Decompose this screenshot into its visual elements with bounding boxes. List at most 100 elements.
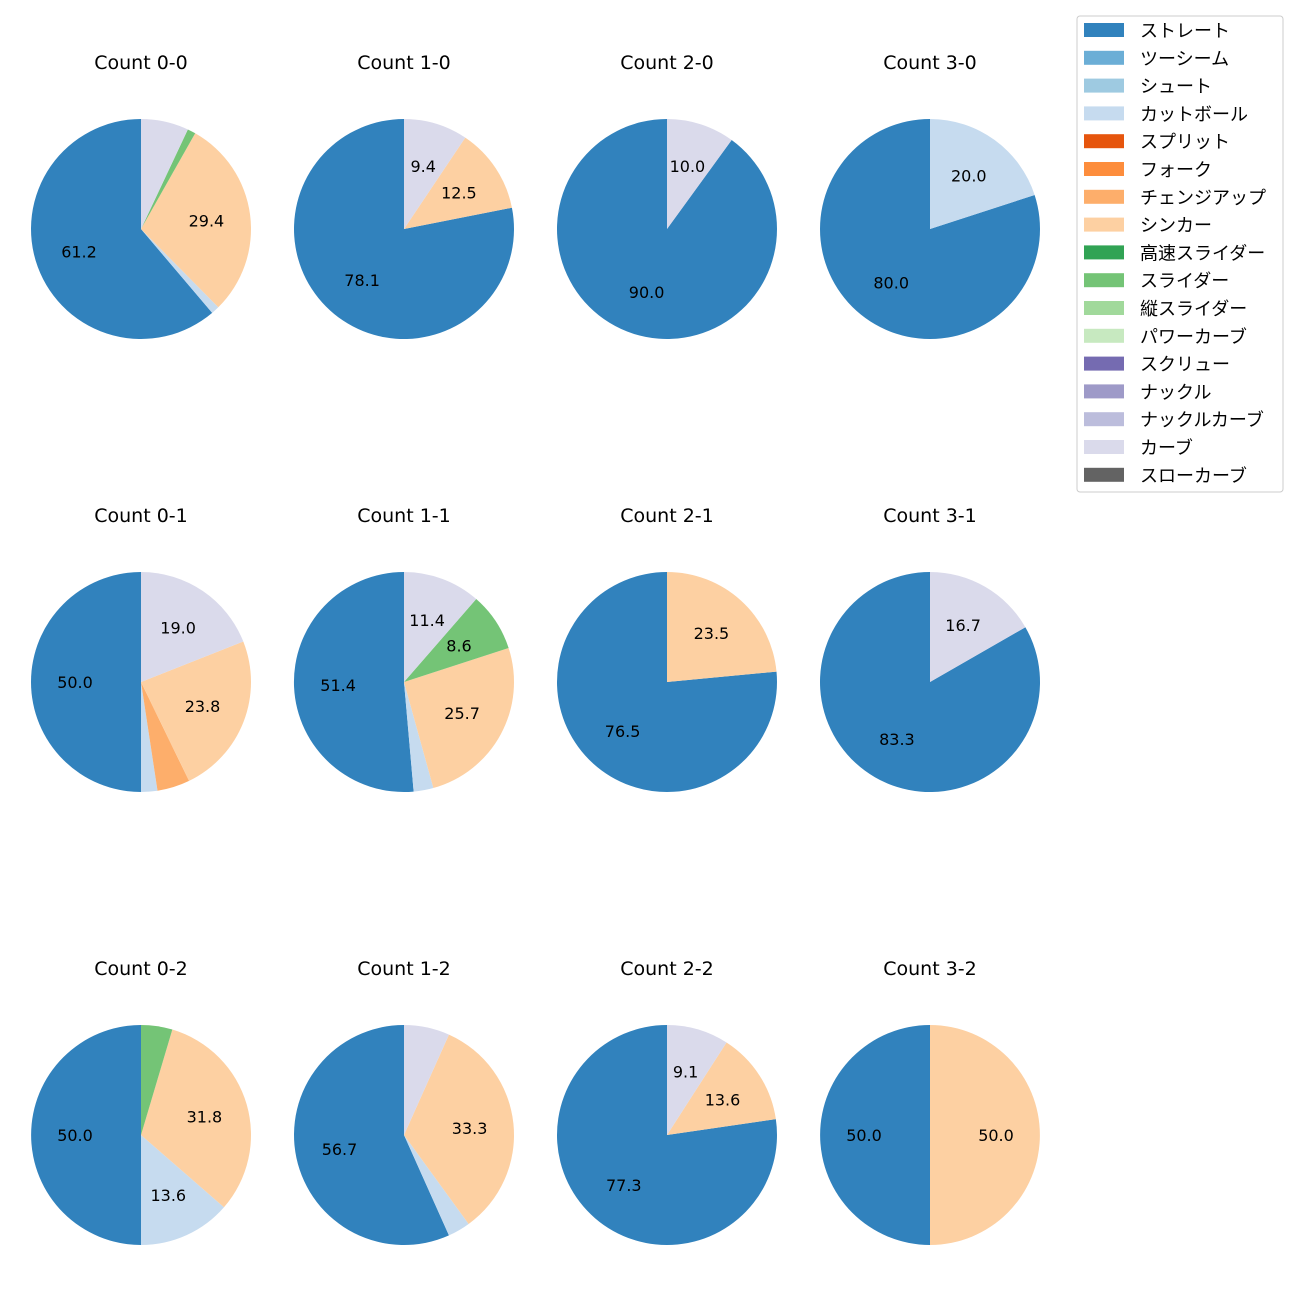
slice-label: 25.7 [444,704,480,723]
pie-slice [141,682,190,791]
legend-swatch [1084,412,1124,427]
pie-slice [820,572,1041,792]
legend-frame [1076,15,1284,493]
pie-slice [404,137,512,229]
slice-label: 9.1 [673,1063,698,1082]
pie-chart: Count 3-0 80.0 20.0 [820,52,1041,339]
legend-swatch [1084,23,1124,37]
slice-label: 80.0 [873,273,909,292]
legend-swatch [1084,384,1124,399]
legend-swatch [1084,217,1124,232]
legend-label: チェンジアップ [1140,188,1266,209]
slice-label: 12.5 [441,183,477,202]
legend-swatch [1084,245,1124,260]
pie-slice [141,682,158,792]
pie-slice [930,1025,1040,1245]
pie-title: Count 1-0 [357,52,451,74]
legend-label: スローカーブ [1140,465,1247,487]
slice-label: 56.7 [322,1140,358,1159]
slice-label: 9.4 [410,157,435,176]
legend-item: スプリット [1084,132,1230,153]
pie-chart: Count 1-2 56.7 33.3 [294,958,515,1246]
slice-label: 11.4 [409,611,445,630]
legend-swatch [1084,78,1124,93]
pie-slice [141,229,219,313]
pie-chart: Count 3-1 83.3 16.7 [820,505,1041,792]
pie-slice [667,572,777,682]
pie-title: Count 0-0 [94,52,188,74]
legend-item: シンカー [1084,216,1212,237]
pie-slice [141,641,252,781]
pie-title: Count 1-2 [357,958,451,980]
pie-title: Count 2-1 [620,505,714,527]
legend-swatch [1084,162,1124,176]
slice-label: 51.4 [320,676,356,695]
legend-label: スクリュー [1140,355,1230,376]
slice-label: 50.0 [57,673,93,692]
pie-title: Count 0-1 [94,505,188,527]
legend-label: 縦スライダー [1140,299,1247,320]
legend-swatch [1084,328,1124,343]
slice-label: 13.6 [150,1186,186,1205]
pie-slice [556,1025,777,1246]
slice-label: 78.1 [344,271,380,290]
pie-chart: Count 0-0 61.2 29.4 [31,52,251,339]
legend-swatch [1084,301,1124,315]
legend-item: シュート [1084,77,1212,98]
slice-label: 77.3 [606,1176,642,1195]
legend-swatch [1084,440,1124,454]
pie-chart: Count 2-2 77.3 13.6 9.1 [556,958,777,1246]
legend-swatch [1084,50,1124,65]
pie-title: Count 2-0 [620,52,714,74]
legend-item: カットボール [1084,104,1248,125]
pie-slice [820,119,1041,339]
slice-label: 29.4 [189,211,225,230]
pie-slice [404,599,509,682]
slice-label: 76.5 [605,722,641,741]
legend-item: 縦スライダー [1084,299,1247,320]
legend-swatch [1084,467,1124,482]
pie-slice [404,1135,469,1236]
pie-slice [667,119,732,229]
pie-slice [31,572,141,792]
slice-label: 16.7 [945,616,981,635]
legend-label: カットボール [1140,104,1248,125]
pie-slice [404,1025,449,1135]
pie-slice [404,119,466,229]
legend-label: パワーカーブ [1140,326,1247,348]
pie-slice [667,1025,727,1135]
pie-slice [404,1034,515,1224]
slice-label: 8.6 [446,637,471,656]
pie-slice [930,119,1035,229]
pie-title: Count 3-0 [883,52,977,74]
legend-label: カーブ [1140,437,1193,459]
legend-item: カーブ [1084,437,1193,459]
legend-label: シンカー [1140,216,1212,237]
slice-label: 13.6 [705,1090,741,1109]
legend-label: 高速スライダー [1140,243,1265,264]
legend-swatch [1084,356,1124,371]
pie-slice [31,1025,141,1245]
pie-slice [556,572,777,792]
slice-label: 61.2 [61,243,97,262]
pie-slice [141,118,188,229]
legend-item: スクリュー [1084,355,1230,376]
legend-item: ストレート [1084,21,1230,42]
pie-slice [141,129,196,229]
pie-slice [294,1025,449,1246]
pie-slice [141,572,244,682]
pie-slice [141,1025,173,1135]
legend-item: スライダー [1084,271,1229,292]
legend-item: パワーカーブ [1084,326,1247,348]
legend-item: スローカーブ [1084,465,1247,487]
pie-chart: Count 0-2 50.0 13.6 31.8 [31,958,252,1245]
pie-slice [820,1025,930,1245]
slice-label: 19.0 [160,618,196,637]
pie-slice [404,572,477,682]
pie-chart: Count 1-1 51.4 25.7 8.611.4 [293,505,515,792]
pie-slice [930,572,1026,682]
pie-chart: Count 2-1 76.5 23.5 [556,505,777,792]
pie-title: Count 1-1 [357,505,451,527]
